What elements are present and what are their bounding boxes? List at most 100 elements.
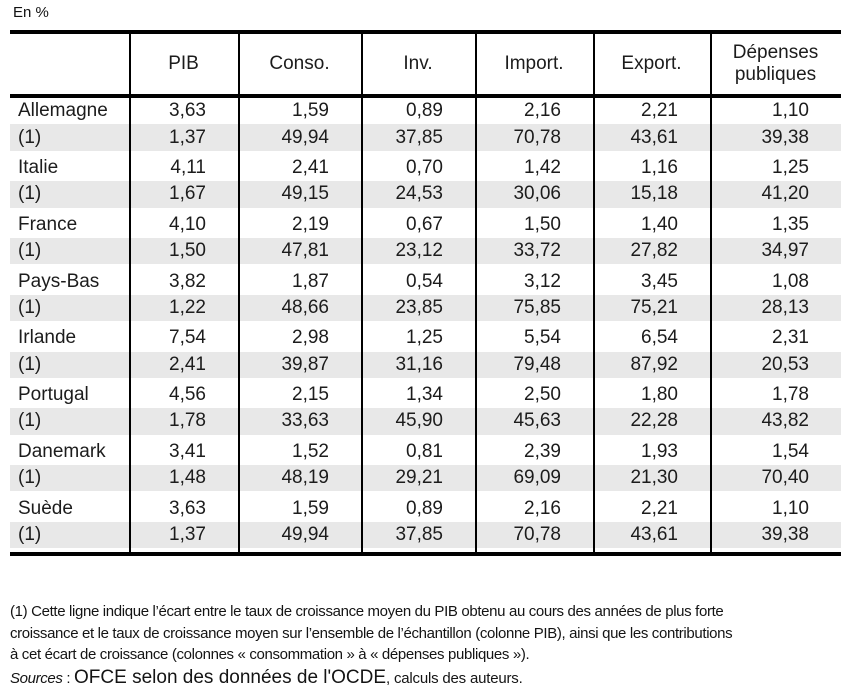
row-label: (1) — [10, 521, 129, 553]
cell-value: 49,94 — [238, 124, 361, 155]
cell-value: 1,22 — [129, 294, 238, 326]
cell-value: 69,09 — [475, 465, 593, 496]
column-divider — [710, 34, 712, 553]
cell-value: 2,41 — [292, 156, 329, 178]
sources-label: Sources — [10, 669, 63, 687]
table-row: Italie 4,11 2,41 0,70 1,42 1,16 1,25 — [10, 153, 841, 181]
cell-value: 43,82 — [710, 408, 841, 439]
cell-value: 39,38 — [710, 521, 841, 553]
cell-value: 4,10 — [169, 213, 206, 235]
row-label: Allemagne — [18, 100, 108, 122]
header-cell-export: Export. — [593, 34, 710, 98]
cell-value: 2,21 — [641, 497, 678, 519]
cell-value: 1,25 — [406, 327, 443, 349]
sources-tail: , calculs des auteurs. — [386, 669, 523, 687]
cell-value: 4,56 — [169, 384, 206, 406]
cell-value: 41,20 — [710, 181, 841, 212]
footnote-line: croissance et le taux de croissance moye… — [10, 624, 733, 642]
cell-value: 6,54 — [641, 327, 678, 349]
cell-value: 1,35 — [772, 213, 809, 235]
cell-value: 30,06 — [475, 181, 593, 212]
table-row: (1) 1,78 33,63 45,90 45,63 22,28 43,82 — [10, 408, 841, 439]
cell-value: 28,13 — [710, 294, 841, 326]
cell-value: 3,41 — [169, 440, 206, 462]
cell-value: 3,63 — [169, 100, 206, 122]
cell-value: 39,38 — [710, 124, 841, 155]
cell-value: 45,63 — [475, 408, 593, 439]
cell-value: 37,85 — [361, 521, 475, 553]
table-row: (1) 1,22 48,66 23,85 75,85 75,21 28,13 — [10, 294, 841, 326]
table-row: (1) 2,41 39,87 31,16 79,48 87,92 20,53 — [10, 351, 841, 382]
cell-value: 1,67 — [129, 181, 238, 212]
header-cell-depenses: Dépenses publiques — [710, 34, 841, 98]
table-row: (1) 1,67 49,15 24,53 30,06 15,18 41,20 — [10, 181, 841, 212]
cell-value: 3,63 — [169, 497, 206, 519]
row-label: Italie — [18, 156, 59, 178]
cell-value: 2,39 — [524, 440, 561, 462]
cell-value: 79,48 — [475, 351, 593, 382]
row-label: Irlande — [18, 327, 77, 349]
row-label: Portugal — [18, 384, 89, 406]
cell-value: 1,54 — [772, 440, 809, 462]
header-row: PIB Conso. Inv. Import. Export. Dépenses… — [10, 34, 841, 98]
cell-value: 0,54 — [406, 270, 443, 292]
cell-value: 31,16 — [361, 351, 475, 382]
row-label: (1) — [10, 181, 129, 212]
cell-value: 1,34 — [406, 384, 443, 406]
table-row: Danemark 3,41 1,52 0,81 2,39 1,93 1,54 — [10, 437, 841, 465]
header-cell-pib: PIB — [129, 34, 238, 98]
cell-value: 43,61 — [593, 521, 710, 553]
cell-value: 1,50 — [129, 237, 238, 269]
cell-value: 1,40 — [641, 213, 678, 235]
cell-value: 1,16 — [641, 156, 678, 178]
footnote-line: (1) Cette ligne indique l’écart entre le… — [10, 603, 724, 620]
cell-value: 43,61 — [593, 124, 710, 155]
cell-value: 0,70 — [406, 156, 443, 178]
cell-value: 1,37 — [129, 124, 238, 155]
sources-separator: : — [62, 669, 75, 687]
cell-value: 1,93 — [641, 440, 678, 462]
cell-value: 1,59 — [292, 497, 329, 519]
cell-value: 7,54 — [169, 327, 206, 349]
table-row: (1) 1,37 49,94 37,85 70,78 43,61 39,38 — [10, 521, 841, 553]
column-divider — [475, 34, 477, 553]
row-label: France — [18, 213, 78, 235]
cell-value: 3,45 — [641, 270, 678, 292]
cell-value: 49,94 — [238, 521, 361, 553]
table-row: Portugal 4,56 2,15 1,34 2,50 1,80 1,78 — [10, 380, 841, 408]
cell-value: 22,28 — [593, 408, 710, 439]
table-body: Allemagne 3,63 1,59 0,89 2,16 2,21 1,10 (1) 1,37… — [10, 96, 841, 553]
cell-value: 70,40 — [710, 465, 841, 496]
cell-value: 3,82 — [169, 270, 206, 292]
table-row: Allemagne 3,63 1,59 0,89 2,16 2,21 1,10 — [10, 96, 841, 124]
table-row: (1) 1,37 49,94 37,85 70,78 43,61 39,38 — [10, 124, 841, 155]
row-label: (1) — [10, 294, 129, 326]
cell-value: 45,90 — [361, 408, 475, 439]
cell-value: 39,87 — [238, 351, 361, 382]
table-row: (1) 1,48 48,19 29,21 69,09 21,30 70,40 — [10, 465, 841, 496]
cell-value: 23,12 — [361, 237, 475, 269]
row-label: Danemark — [18, 440, 106, 462]
header-cell-inv: Inv. — [361, 34, 475, 98]
cell-value: 1,50 — [524, 213, 561, 235]
data-table-wrap: PIB Conso. Inv. Import. Export. Dépenses… — [10, 30, 841, 557]
cell-value: 34,97 — [710, 237, 841, 269]
cell-value: 1,78 — [129, 408, 238, 439]
column-divider — [361, 34, 363, 553]
header-cell-conso: Conso. — [238, 34, 361, 98]
cell-value: 49,15 — [238, 181, 361, 212]
row-label: Suède — [18, 497, 73, 519]
row-label: (1) — [10, 237, 129, 269]
cell-value: 15,18 — [593, 181, 710, 212]
cell-value: 1,25 — [772, 156, 809, 178]
cell-value: 1,52 — [292, 440, 329, 462]
cell-value: 1,42 — [524, 156, 561, 178]
column-divider — [593, 34, 595, 553]
cell-value: 3,12 — [524, 270, 561, 292]
cell-value: 1,37 — [129, 521, 238, 553]
footnote: (1) Cette ligne indique l’écart entre le… — [10, 601, 851, 688]
cell-value: 24,53 — [361, 181, 475, 212]
cell-value: 48,66 — [238, 294, 361, 326]
cell-value: 75,21 — [593, 294, 710, 326]
